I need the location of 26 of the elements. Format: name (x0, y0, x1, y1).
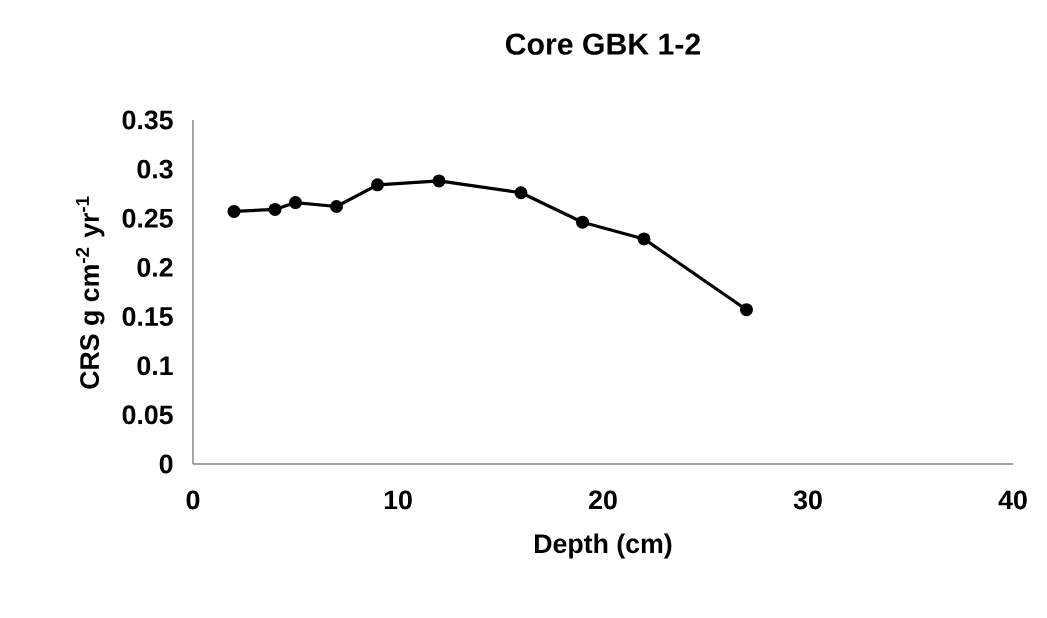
point (371, 178, 384, 192)
y-tick-label: 0.2 (137, 257, 173, 277)
point (575, 215, 589, 229)
point (514, 186, 528, 200)
point (329, 199, 343, 213)
point (739, 303, 753, 317)
y-tick-label: 0.35 (122, 110, 173, 130)
x-axis-title: Depth (cm) (535, 533, 672, 559)
x-tick-label: 10 (384, 490, 412, 510)
point (637, 232, 651, 246)
point (268, 202, 282, 216)
x-tick-label: 40 (998, 490, 1027, 510)
point (288, 196, 302, 210)
point (432, 174, 446, 188)
y-tick-label: 0.1 (137, 356, 173, 376)
y-tick-label: 0 (159, 454, 173, 474)
x-tick-label: 30 (793, 490, 822, 510)
x-tick-label: 20 (589, 490, 617, 510)
x-tick-label: 0 (186, 490, 200, 510)
y-tick-label: 0.05 (122, 405, 173, 425)
y-axis-title: CRS g cm$^{-2}$ yr$^{-1}$ (75, 196, 105, 389)
y-tick-label: 0.15 (122, 307, 173, 327)
chart-title: Core GBK 1-2 (505, 33, 700, 55)
y-tick-label: 0.3 (137, 159, 173, 179)
point (227, 204, 241, 218)
y-tick-label: 0.25 (122, 208, 173, 228)
